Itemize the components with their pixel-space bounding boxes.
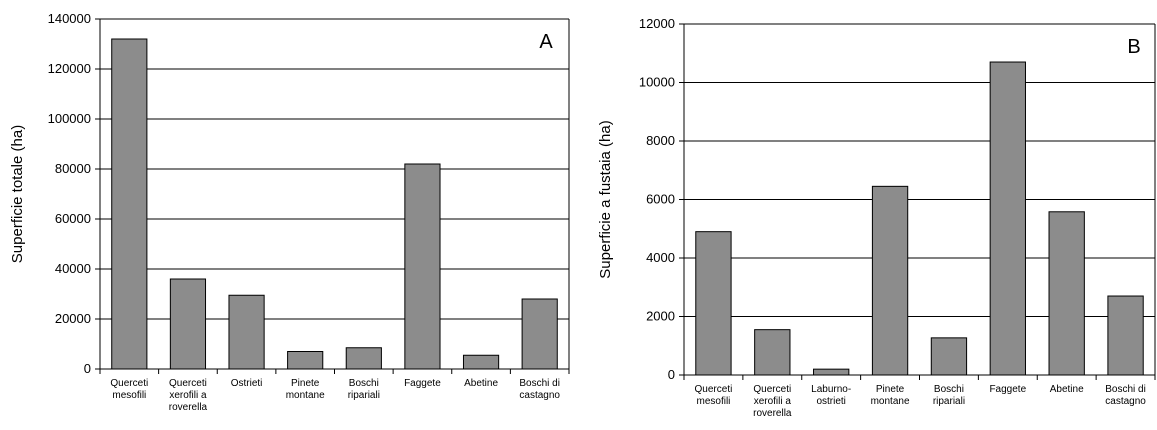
bar [754, 329, 791, 376]
category-label: Faggete [404, 378, 441, 389]
bar [462, 354, 500, 370]
category-label-line: xerofili a [169, 390, 207, 401]
bar [1107, 295, 1144, 376]
category-label-line: montane [286, 390, 325, 401]
bar [871, 185, 909, 376]
bar [521, 298, 558, 370]
bar [1048, 211, 1085, 376]
category-label-line: roverella [753, 408, 792, 419]
category-label: Faggete [989, 384, 1026, 395]
category-label-line: mesofili [696, 396, 730, 407]
y-tick-label: 4000 [646, 250, 675, 265]
category-label-line: Abetine [464, 378, 498, 389]
y-tick-label: 8000 [646, 133, 675, 148]
category-label-line: Laburno- [811, 384, 851, 395]
panel-label: B [1127, 36, 1140, 58]
y-tick-label: 60000 [55, 211, 91, 226]
category-label: Querceti xerofili a roverella [169, 378, 208, 413]
bar [228, 294, 265, 370]
category-label-line: Faggete [404, 378, 441, 389]
y-tick-label: 20000 [55, 311, 91, 326]
y-tick-label: 6000 [646, 192, 675, 207]
category-label-line: ripariali [933, 396, 965, 407]
y-tick-label: 100000 [48, 111, 91, 126]
category-label-line: xerofili a [754, 396, 792, 407]
bar [930, 337, 968, 376]
category-label-line: mesofili [112, 390, 146, 401]
chart-panel-a: 0 20000 40000 60000 80000 100000 120000 140000 Q… [9, 11, 570, 413]
bar [695, 231, 732, 376]
bar [989, 61, 1026, 376]
y-tick-label: 0 [668, 367, 675, 382]
category-label: Pinete montane [871, 384, 910, 407]
category-label: Boschi di castagno [1105, 384, 1146, 407]
y-tick-label: 2000 [646, 309, 675, 324]
category-label: Abetine [464, 378, 498, 389]
category-label-line: ostrieti [816, 396, 845, 407]
category-label-line: castagno [1105, 396, 1146, 407]
category-label: Boschi ripariali [348, 378, 380, 401]
category-label: Pinete montane [286, 378, 325, 401]
category-label-line: roverella [169, 402, 208, 413]
category-label-line: Ostrieti [231, 378, 263, 389]
category-label: Boschi di castagno [519, 378, 560, 401]
category-label: Querceti mesofili [110, 378, 148, 401]
y-tick-label: 10000 [639, 75, 675, 90]
category-label: Boschi ripariali [933, 384, 965, 407]
y-tick-label: 40000 [55, 261, 91, 276]
category-label-line: Querceti [169, 378, 207, 389]
category-label-line: Boschi [934, 384, 964, 395]
category-label-line: Querceti [695, 384, 733, 395]
category-label: Querceti mesofili [695, 384, 733, 407]
category-label-line: Querceti [110, 378, 148, 389]
category-label-line: Pinete [876, 384, 905, 395]
bar [169, 278, 207, 370]
y-tick-label: 80000 [55, 161, 91, 176]
bar [345, 347, 382, 370]
y-tick-label: 120000 [48, 61, 91, 76]
category-label-line: Boschi di [1105, 384, 1146, 395]
y-axis-title: Superficie a fustaia (ha) [597, 120, 614, 278]
y-tick-label: 0 [84, 361, 91, 376]
category-label-line: Abetine [1050, 384, 1084, 395]
bar [813, 368, 850, 376]
category-label-line: montane [871, 396, 910, 407]
category-label-line: castagno [519, 390, 560, 401]
bar [287, 351, 324, 370]
category-label: Ostrieti [231, 378, 263, 389]
category-label-line: Boschi [349, 378, 379, 389]
panel-label: A [539, 31, 553, 53]
category-label-line: Faggete [989, 384, 1026, 395]
y-tick-label: 12000 [639, 16, 675, 31]
category-label-line: Querceti [753, 384, 791, 395]
bar [111, 38, 148, 370]
category-label: Laburno-ostrieti [811, 384, 851, 407]
category-label-line: ripariali [348, 390, 380, 401]
category-label-line: Pinete [291, 378, 320, 389]
bar [404, 163, 441, 370]
y-tick-label: 140000 [48, 11, 91, 26]
category-label: Abetine [1050, 384, 1084, 395]
category-label: Querceti xerofili a roverella [753, 384, 792, 419]
y-axis-title: Superficie totale (ha) [9, 125, 26, 263]
category-label-line: Boschi di [519, 378, 560, 389]
